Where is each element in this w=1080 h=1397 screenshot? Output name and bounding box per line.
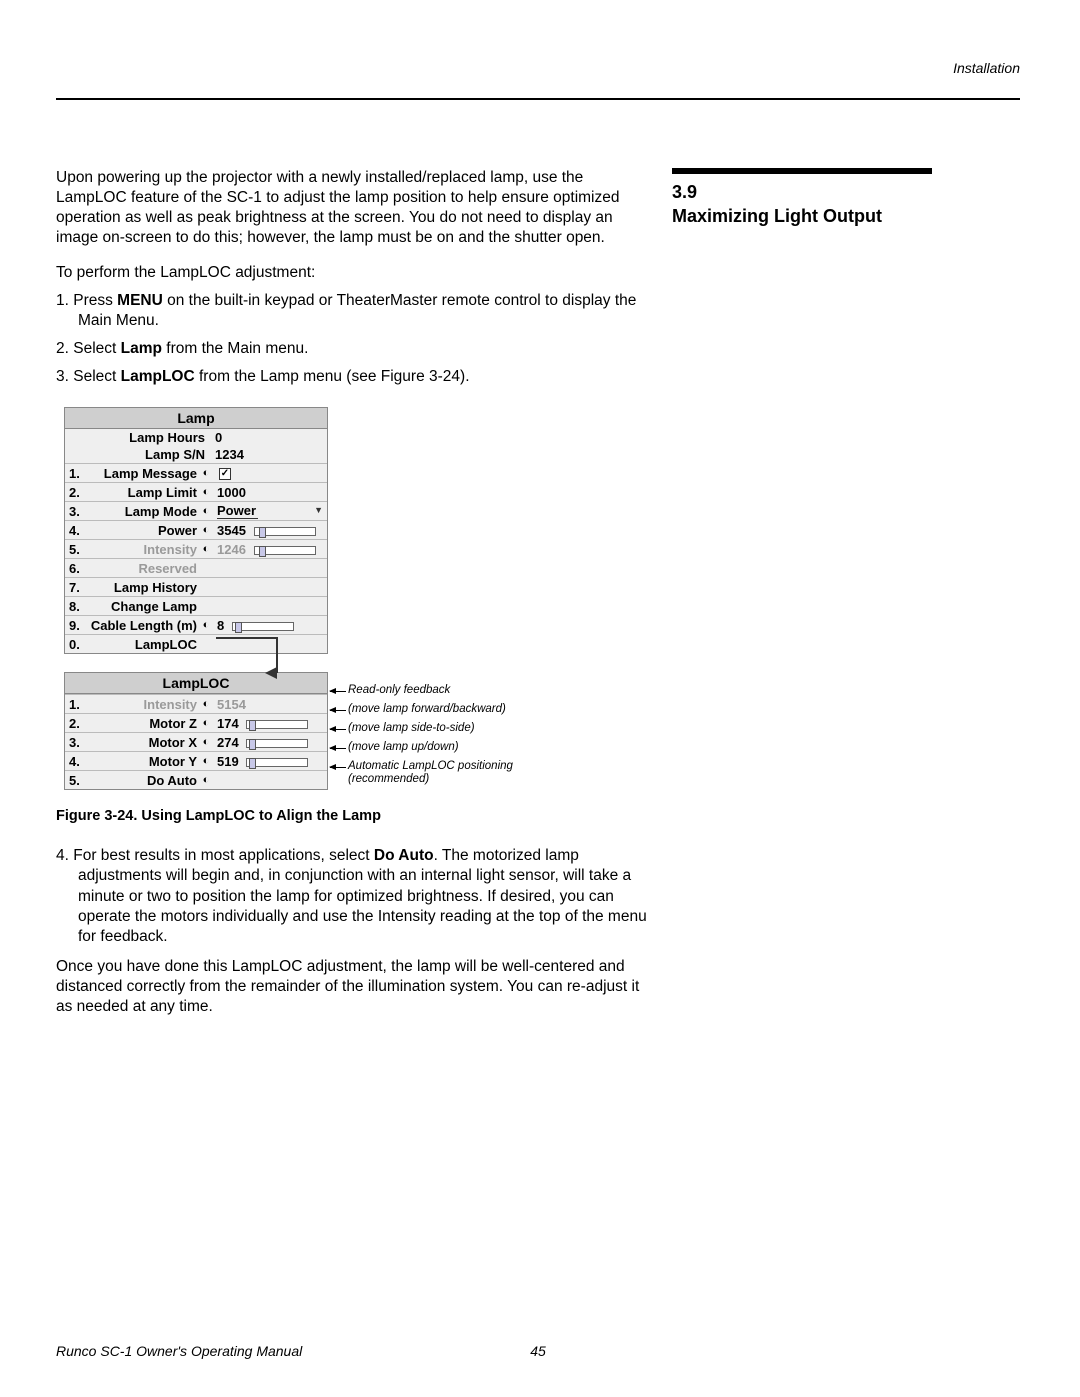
menu-row[interactable]: 0.LampLOC	[65, 634, 327, 653]
menu-row[interactable]: 2.Motor Z◐174	[65, 713, 327, 732]
main-column: Upon powering up the projector with a ne…	[56, 168, 672, 1031]
annotation-text: (move lamp up/down)	[348, 741, 459, 753]
step-list: 1. Press MENU on the built-in keypad or …	[56, 291, 652, 388]
menu-row[interactable]: 2.Lamp Limit◐1000	[65, 482, 327, 501]
outro-paragraph: Once you have done this LampLOC adjustme…	[56, 957, 652, 1017]
footer-doc-title: Runco SC-1 Owner's Operating Manual	[56, 1343, 302, 1359]
menu-row[interactable]: 3.Motor X◐274	[65, 732, 327, 751]
menu-row[interactable]: ▼3.Lamp Mode◐Power	[65, 501, 327, 520]
figure-3-24: Lamp Lamp Hours0 Lamp S/N1234 1.Lamp Mes…	[56, 407, 636, 824]
menu-row[interactable]: 9.Cable Length (m)◐8	[65, 615, 327, 634]
menu-row[interactable]: 5.Do Auto◐	[65, 770, 327, 789]
annotation-arrow	[330, 710, 346, 711]
lamp-menu: Lamp Lamp Hours0 Lamp S/N1234 1.Lamp Mes…	[64, 407, 328, 654]
annotation-text: Read-only feedback	[348, 684, 450, 696]
lamploc-menu-title: LampLOC	[65, 673, 327, 694]
annotation-arrow	[330, 767, 346, 768]
lead-line: To perform the LampLOC adjustment:	[56, 263, 652, 283]
header-section: Installation	[953, 60, 1020, 76]
footer: Runco SC-1 Owner's Operating Manual 45	[56, 1343, 1020, 1359]
annotation-text: (move lamp forward/backward)	[348, 703, 506, 715]
section-title: Maximizing Light Output	[672, 205, 932, 228]
menu-row[interactable]: 6.Reserved	[65, 558, 327, 577]
step-1: 1. Press MENU on the built-in keypad or …	[56, 291, 652, 331]
annotation-arrow	[330, 729, 346, 730]
step-4: 4. For best results in most applications…	[56, 846, 652, 947]
step-2: 2. Select Lamp from the Main menu.	[56, 339, 652, 359]
menu-row[interactable]: 7.Lamp History	[65, 577, 327, 596]
menu-row[interactable]: 4.Power◐3545	[65, 520, 327, 539]
menu-row[interactable]: 1.Lamp Message◐✓	[65, 463, 327, 482]
sidebar: 3.9 Maximizing Light Output	[672, 168, 932, 1031]
menu-row[interactable]: 5.Intensity◐1246	[65, 539, 327, 558]
annotation-arrow	[330, 748, 346, 749]
menu-row[interactable]: 1.Intensity◐5154	[65, 694, 327, 713]
menu-row[interactable]: 8.Change Lamp	[65, 596, 327, 615]
header-rule	[56, 98, 1020, 100]
footer-page-number: 45	[530, 1343, 546, 1359]
lamp-menu-title: Lamp	[65, 408, 327, 429]
figure-caption: Figure 3-24. Using LampLOC to Align the …	[56, 808, 636, 824]
step-3: 3. Select LampLOC from the Lamp menu (se…	[56, 367, 652, 387]
step-4-list: 4. For best results in most applications…	[56, 846, 652, 947]
menu-row[interactable]: 4.Motor Y◐519	[65, 751, 327, 770]
annotation-text: (move lamp side-to-side)	[348, 722, 475, 734]
annotation-text: Automatic LampLOC positioning (recommend…	[348, 760, 538, 786]
section-number: 3.9	[672, 182, 932, 203]
lamploc-menu: LampLOC 1.Intensity◐51542.Motor Z◐174 3.…	[64, 672, 328, 790]
annotation-arrow	[330, 691, 346, 692]
intro-paragraph: Upon powering up the projector with a ne…	[56, 168, 652, 249]
